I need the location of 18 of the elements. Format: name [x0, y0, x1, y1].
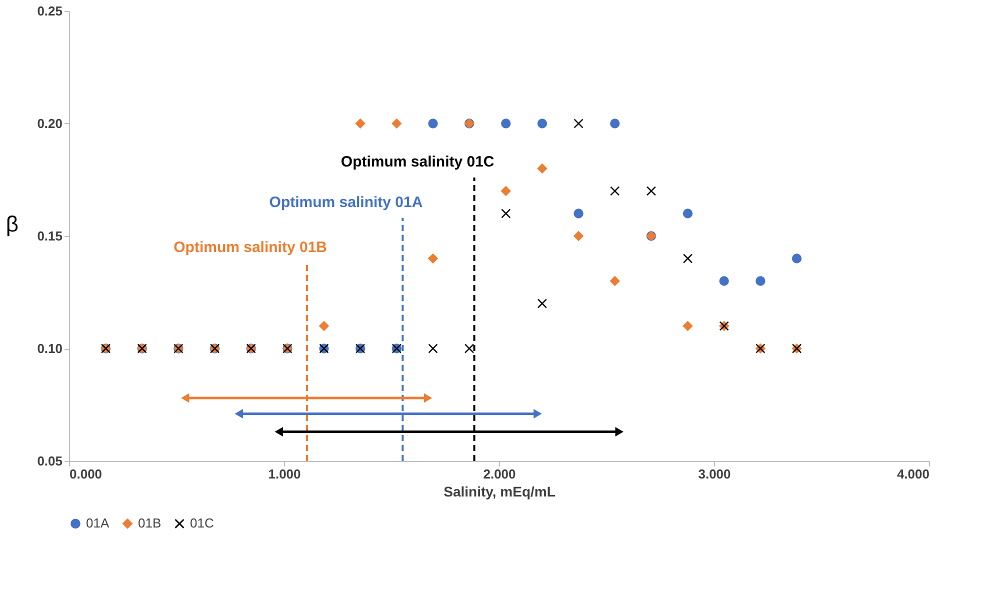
legend-label: 01C — [190, 516, 214, 531]
legend-label: 01B — [138, 516, 162, 531]
x-tick-label: 3.000 — [698, 466, 731, 482]
legend-label: 01A — [86, 516, 110, 531]
x-tick-label: 0.000 — [70, 466, 102, 482]
y-tick-label: 0.20 — [37, 116, 62, 131]
x-tick-label: 2.000 — [483, 466, 516, 482]
series-label: Optimum salinity 01C — [340, 154, 494, 170]
y-tick-label: 0.05 — [37, 454, 62, 468]
series-label: Optimum salinity 01A — [269, 194, 423, 211]
y-axis-title: β — [6, 212, 19, 236]
x-axis-title: Salinity, mEq/mL — [444, 484, 556, 500]
y-tick-label: 0.25 — [37, 4, 62, 18]
x-tick-label: 1.000 — [268, 466, 301, 482]
series-label: Optimum salinity 01B — [174, 239, 328, 256]
x-tick-label: 4.000 — [896, 466, 930, 482]
y-tick-label: 0.15 — [37, 228, 62, 244]
y-tick-label: 0.10 — [37, 341, 62, 356]
